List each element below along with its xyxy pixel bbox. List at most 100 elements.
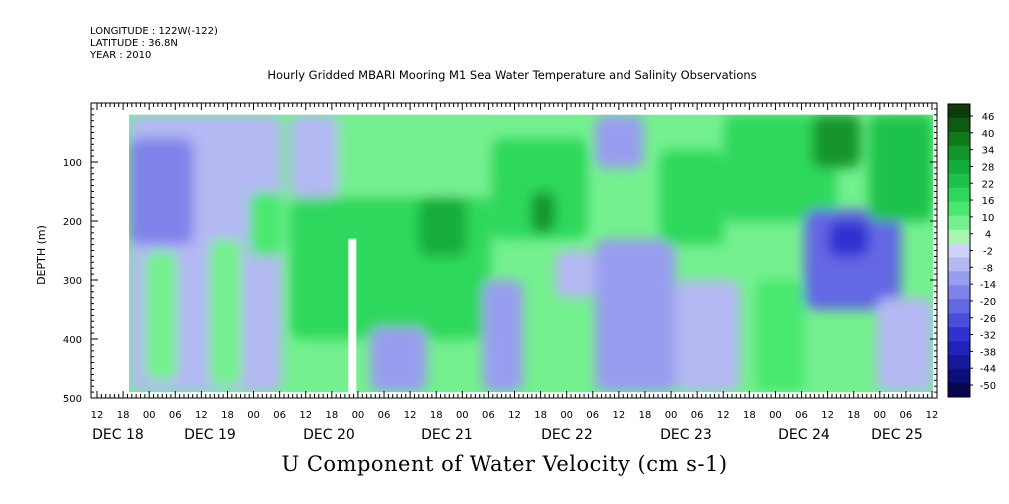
x-tick-label: 12 [91,410,104,421]
x-tick-label: 12 [195,410,208,421]
colorbar-swatch [948,341,970,356]
data-gap [348,238,357,393]
x-tick-label: 18 [847,410,860,421]
year-label: YEAR : 2010 [90,50,152,61]
x-tick-label: 06 [586,410,599,421]
heatmap-cell [555,250,596,298]
heatmap-cell [876,297,933,393]
heatmap-cell [145,250,178,381]
colorbar-swatch [948,187,970,203]
x-tick-label: 18 [639,410,652,421]
colorbar-swatch [948,327,970,342]
x-tick-label: 00 [352,410,365,421]
x-day-label: DEC 22 [541,427,593,443]
colorbar-label: 28 [982,162,995,173]
x-tick-label: 12 [508,410,521,421]
heatmap-cell [249,191,282,257]
heatmap-cell [828,221,869,257]
latitude-label: LATITUDE : 36.8N [90,38,178,49]
heatmap-cell [756,280,805,393]
x-day-label: DEC 23 [660,427,712,443]
heatmap-cell [595,114,644,168]
colorbar-label: -20 [980,297,996,308]
colorbar-label: 40 [982,129,995,140]
variable-title: U Component of Water Velocity (cm s-1) [281,452,728,476]
x-tick-label: 00 [143,410,156,421]
colorbar-swatch [948,271,970,286]
x-tick-label: 12 [613,410,626,421]
x-tick-label: 06 [273,410,286,421]
x-day-label: DEC 19 [184,427,236,443]
heatmap-cell [723,114,837,221]
x-tick-label: 00 [873,410,886,421]
colorbar-swatch [948,243,970,258]
y-tick-label: 500 [63,394,82,405]
x-tick-label: 12 [717,410,730,421]
x-tick-label: 12 [299,410,312,421]
x-tick-label: 00 [665,410,678,421]
colorbar-label: 34 [982,146,995,157]
colorbar-label: 4 [985,230,991,241]
x-tick-label: 00 [247,410,260,421]
y-tick-label: 400 [63,335,82,346]
heatmap-cell [482,280,523,393]
y-tick-label: 100 [63,158,82,169]
colorbar-label: -8 [983,263,993,274]
x-tick-label: 12 [926,410,939,421]
colorbar-swatch [948,299,970,314]
colorbar-swatch [948,355,970,370]
x-day-label: DEC 25 [871,427,923,443]
x-tick-label: 18 [325,410,338,421]
x-tick-label: 06 [795,410,808,421]
y-axis-label: DEPTH (m) [35,225,48,285]
colorbar-swatch [948,383,970,398]
y-tick-label: 300 [63,276,82,287]
colorbar-label: 10 [982,213,995,224]
x-tick-label: 06 [378,410,391,421]
colorbar-label: -26 [980,314,996,325]
x-tick-label: 12 [821,410,834,421]
x-tick-label: 18 [221,410,234,421]
colorbar-label: -44 [980,364,996,375]
heatmap-cell [531,191,556,233]
colorbar-swatch [948,369,970,384]
x-tick-label: 18 [743,410,756,421]
colorbar-swatch [948,215,970,231]
heatmap-cell [209,238,242,387]
colorbar-swatch [948,117,970,133]
colorbar-swatch [948,257,970,272]
colorbar-swatch [948,159,970,175]
heatmap-cell [129,138,194,245]
colorbar-label: -50 [980,381,996,392]
colorbar-label: -38 [980,347,996,358]
colorbar-swatch [948,104,970,119]
colorbar-label: -32 [980,331,996,342]
colorbar-label: 16 [982,196,995,207]
x-day-label: DEC 21 [421,427,473,443]
heatmap-cell [289,114,339,198]
x-tick-label: 18 [117,410,130,421]
x-tick-label: 00 [456,410,469,421]
heatmap-field [129,114,933,393]
heatmap-cell [868,114,933,221]
x-tick-label: 06 [482,410,495,421]
heatmap-cell [659,150,724,245]
heatmap-cell [675,280,741,393]
chart-title: Hourly Gridded MBARI Mooring M1 Sea Wate… [267,68,757,82]
colorbar-label: -2 [983,247,993,258]
x-tick-label: 06 [691,410,704,421]
colorbar-swatch [948,173,970,189]
heatmap-cell [370,327,427,393]
x-tick-label: 00 [769,410,782,421]
colorbar-swatch [948,131,970,147]
colorbar-swatch [948,145,970,161]
x-day-label: DEC 24 [778,427,830,443]
heatmap-cell [338,114,491,192]
colorbar-swatch [948,313,970,328]
colorbar-swatch [948,201,970,217]
x-tick-label: 06 [169,410,182,421]
colorbar-swatch [948,229,970,245]
x-tick-label: 18 [430,410,443,421]
heatmap-cell [418,197,467,257]
